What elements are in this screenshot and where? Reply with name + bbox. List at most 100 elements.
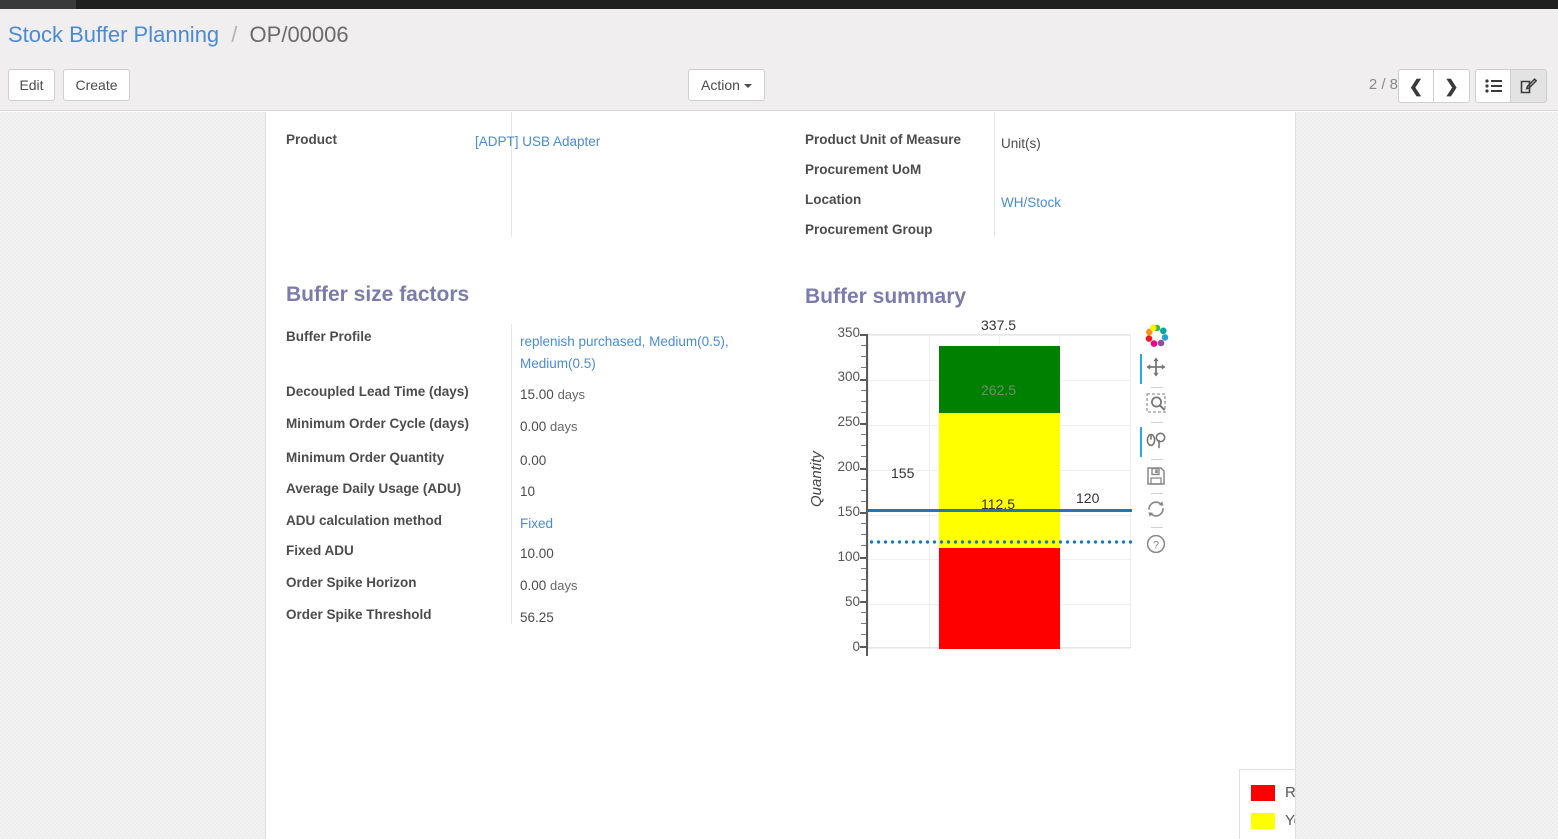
y-tick-label: 50 bbox=[844, 594, 860, 609]
field-value-order-spike-horizon: 0.00 days bbox=[520, 577, 578, 595]
field-value-decoupled-lead-time: 15.00 days bbox=[520, 386, 585, 404]
list-view-button[interactable] bbox=[1475, 69, 1511, 103]
svg-text:?: ? bbox=[1153, 539, 1159, 551]
field-label-procurement-group: Procurement Group bbox=[805, 222, 933, 237]
reset-icon[interactable] bbox=[1145, 498, 1169, 522]
order-spike-horizon-unit: days bbox=[550, 578, 578, 593]
y-axis-tick bbox=[860, 379, 867, 381]
legend-item[interactable]: Red zone bbox=[1251, 782, 1296, 804]
top-strip-segment bbox=[200, 0, 1558, 9]
form-view-icon bbox=[1520, 78, 1537, 94]
y-axis-tick-minor bbox=[861, 479, 866, 480]
chevron-right-icon: ❯ bbox=[1444, 76, 1459, 96]
save-icon[interactable] bbox=[1145, 465, 1169, 489]
y-axis-tick bbox=[860, 646, 867, 648]
toolbar-separator bbox=[1151, 459, 1163, 460]
y-axis-tick bbox=[860, 601, 867, 603]
y-tick-label: 300 bbox=[837, 369, 860, 384]
y-axis-tick bbox=[860, 423, 867, 425]
previous-record-button[interactable]: ❮ bbox=[1398, 69, 1434, 103]
y-axis-tick-minor bbox=[861, 523, 866, 524]
field-label-procurement-uom: Procurement UoM bbox=[805, 162, 922, 177]
y-axis-tick-minor bbox=[861, 445, 866, 446]
pan-icon[interactable] bbox=[1145, 356, 1169, 380]
box-zoom-icon[interactable] bbox=[1145, 392, 1169, 416]
chart-gridline bbox=[1130, 335, 1131, 647]
y-axis-tick-minor bbox=[861, 634, 866, 635]
toolbar-active-indicator bbox=[1140, 427, 1142, 457]
y-axis-tick-minor bbox=[861, 501, 866, 502]
bokeh-logo-icon[interactable] bbox=[1145, 324, 1169, 348]
form-view-button[interactable] bbox=[1511, 69, 1547, 103]
breadcrumb-root-link[interactable]: Stock Buffer Planning bbox=[8, 22, 220, 47]
field-label-adu-calculation-method: ADU calculation method bbox=[286, 513, 443, 528]
field-label-buffer-profile: Buffer Profile bbox=[286, 329, 372, 344]
y-tick-label: 100 bbox=[837, 549, 860, 564]
legend-label: Yellow zone bbox=[1285, 812, 1295, 829]
buffer-size-factors-title: Buffer size factors bbox=[286, 283, 470, 306]
field-value-buffer-profile[interactable]: replenish purchased, Medium(0.5), Medium… bbox=[520, 334, 729, 371]
chevron-left-icon: ❮ bbox=[1408, 76, 1424, 96]
edit-button[interactable]: Edit bbox=[8, 69, 55, 101]
y-axis-tick-minor bbox=[861, 623, 866, 624]
net-flow-position-line bbox=[868, 509, 1132, 512]
field-value-product[interactable]: [ADPT] USB Adapter bbox=[475, 134, 601, 149]
list-view-icon bbox=[1484, 79, 1502, 93]
toolbar-separator bbox=[1151, 527, 1163, 528]
y-axis-tick-minor bbox=[861, 534, 866, 535]
y-axis-tick bbox=[860, 334, 867, 336]
field-value-adu-calculation-method[interactable]: Fixed bbox=[520, 516, 554, 531]
chart-toolbar[interactable]: ? bbox=[1140, 324, 1172, 574]
chevron-down-icon bbox=[743, 84, 752, 88]
toolbar-separator bbox=[1151, 422, 1163, 423]
y-axis-tick-minor bbox=[861, 579, 866, 580]
field-label-fixed-adu: Fixed ADU bbox=[286, 543, 354, 558]
field-value-average-daily-usage: 10 bbox=[520, 484, 536, 499]
decoupled-lead-time-number: 15.00 bbox=[520, 387, 554, 402]
y-tick-label: 200 bbox=[837, 459, 860, 474]
buffer-size-factors-divider bbox=[511, 324, 512, 624]
toolbar-active-indicator bbox=[1140, 354, 1142, 384]
breadcrumb: Stock Buffer Planning / OP/00006 bbox=[8, 21, 349, 49]
field-value-location[interactable]: WH/Stock bbox=[1001, 195, 1062, 210]
field-value-order-spike-threshold: 56.25 bbox=[520, 610, 554, 625]
y-tick-label: 150 bbox=[837, 504, 860, 519]
action-button[interactable]: Action bbox=[688, 69, 765, 101]
field-label-average-daily-usage: Average Daily Usage (ADU) bbox=[286, 481, 462, 496]
y-axis-tick-minor bbox=[861, 545, 866, 546]
chart-plot-area[interactable] bbox=[867, 334, 1132, 649]
on-hand-position-line bbox=[868, 540, 1132, 544]
y-tick-label: 250 bbox=[837, 414, 860, 429]
order-spike-horizon-number: 0.00 bbox=[520, 578, 547, 593]
y-axis-tick bbox=[860, 468, 867, 470]
wheel-zoom-icon[interactable] bbox=[1145, 429, 1169, 453]
minimum-order-cycle-number: 0.00 bbox=[520, 419, 547, 434]
buffer-summary-chart[interactable]: Quantity 350 300 250 200 150 100 50 0 bbox=[805, 317, 1175, 827]
y-axis-tick-minor bbox=[861, 612, 866, 613]
chart-label-yellow-red-boundary: 112.5 bbox=[981, 496, 1015, 512]
field-label-order-spike-horizon: Order Spike Horizon bbox=[286, 575, 417, 590]
y-axis-tick-minor bbox=[861, 590, 866, 591]
bar-green-zone[interactable] bbox=[939, 346, 1060, 414]
action-button-label: Action bbox=[701, 77, 740, 93]
legend-swatch-red-zone bbox=[1251, 785, 1275, 801]
y-axis-tick-minor bbox=[861, 490, 866, 491]
bar-red-zone[interactable] bbox=[939, 548, 1060, 649]
field-label-order-spike-threshold: Order Spike Threshold bbox=[286, 607, 432, 622]
help-icon[interactable]: ? bbox=[1145, 533, 1169, 557]
right-group-divider bbox=[994, 112, 995, 237]
next-record-button[interactable]: ❯ bbox=[1434, 69, 1470, 103]
decoupled-lead-time-unit: days bbox=[557, 387, 586, 402]
field-label-minimum-order-quantity: Minimum Order Quantity bbox=[286, 450, 445, 465]
y-axis-tick-minor bbox=[861, 456, 866, 457]
bar-yellow-zone[interactable] bbox=[939, 413, 1060, 548]
create-button[interactable]: Create bbox=[63, 69, 130, 101]
minimum-order-cycle-unit: days bbox=[550, 419, 578, 434]
legend-item[interactable]: Yellow zone bbox=[1251, 810, 1295, 832]
y-axis-tick-minor bbox=[861, 367, 866, 368]
field-label-product: Product bbox=[286, 132, 338, 147]
legend-label: Red zone bbox=[1285, 784, 1296, 801]
field-value-product-uom: Unit(s) bbox=[1001, 136, 1041, 151]
chart-y-axis bbox=[866, 334, 868, 656]
chart-label-net-flow-position: 155 bbox=[891, 465, 915, 481]
